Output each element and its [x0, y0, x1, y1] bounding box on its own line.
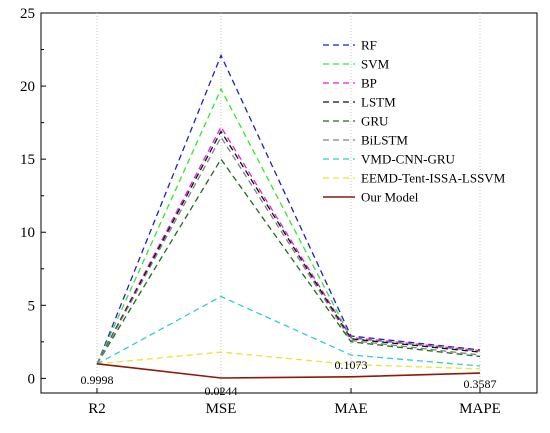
data-label-mse: 0.0244 — [205, 384, 238, 398]
series-layer — [96, 53, 481, 379]
legend-label-0: RF — [361, 38, 377, 53]
y-tick-label-1: 5 — [28, 298, 36, 314]
plot-frame — [40, 12, 538, 394]
axis-layer: 0 5 10 15 20 25 R2 MSE MAE MAPE — [20, 6, 501, 417]
grid-layer — [96, 13, 481, 393]
legend-label-6: VMD-CNN-GRU — [361, 152, 456, 167]
legend-label-1: SVM — [361, 57, 390, 72]
series-line-our-model — [96, 363, 481, 379]
series-line-lstm — [96, 130, 481, 365]
series-line-bp — [96, 125, 481, 365]
legend-label-4: GRU — [361, 114, 389, 129]
series-line-eemd-tent-issa-lssvm — [96, 351, 481, 370]
data-label-mape: 0.3587 — [464, 377, 497, 391]
data-label-layer: 0.9998 0.0244 0.1073 0.3587 — [81, 358, 497, 398]
legend: RF SVM BP LSTM GRU BiLSTM VMD-CNN-GRU EEMD-Tent… — [323, 38, 506, 205]
x-tick-label-mae: MAE — [334, 401, 367, 417]
x-tick-label-r2: R2 — [88, 401, 106, 417]
legend-label-2: BP — [361, 76, 377, 91]
x-tick-label-mse: MSE — [206, 401, 237, 417]
legend-label-5: BiLSTM — [361, 133, 408, 148]
series-line-rf — [96, 53, 481, 365]
legend-label-8: Our Model — [361, 190, 419, 205]
series-line-bilstm — [96, 135, 481, 365]
legend-label-7: EEMD-Tent-ISSA-LSSVM — [361, 171, 506, 186]
y-tick-label-4: 20 — [20, 79, 35, 95]
data-label-r2: 0.9998 — [81, 373, 114, 387]
series-line-gru — [96, 158, 481, 365]
y-tick-label-3: 15 — [20, 152, 35, 168]
series-line-svm — [96, 87, 481, 365]
y-tick-label-0: 0 — [28, 371, 36, 387]
y-tick-label-5: 25 — [20, 6, 35, 22]
data-label-mae: 0.1073 — [335, 358, 368, 372]
legend-label-3: LSTM — [361, 95, 396, 110]
x-tick-label-mape: MAPE — [459, 401, 501, 417]
y-tick-label-2: 10 — [20, 225, 35, 241]
series-line-vmd-cnn-gru — [96, 295, 481, 367]
